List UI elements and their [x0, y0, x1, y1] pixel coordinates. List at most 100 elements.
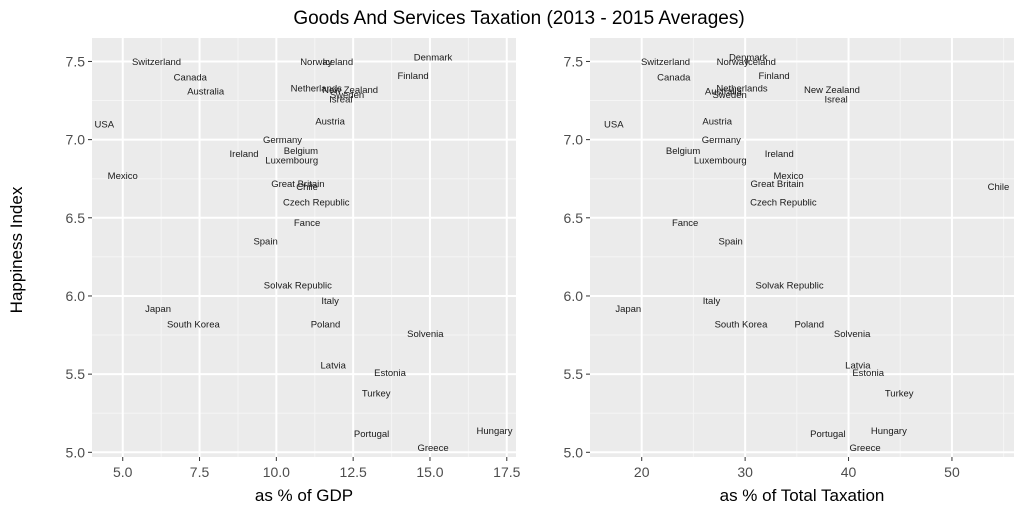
y-tick-label: 6.5	[564, 210, 584, 226]
point-label: Canada	[174, 73, 208, 84]
point-label: Chile	[988, 182, 1010, 193]
y-tick-label: 5.0	[66, 444, 86, 460]
point-label: Iceland	[745, 57, 776, 68]
point-label: Austria	[315, 116, 345, 127]
point-label: Germany	[702, 135, 741, 146]
point-label: Turkey	[362, 388, 391, 399]
point-label: Japan	[145, 304, 171, 315]
y-tick-label: 7.5	[564, 53, 584, 69]
point-label: Belgium	[666, 146, 700, 157]
point-label: Greece	[417, 443, 448, 454]
point-label: Iceland	[322, 57, 353, 68]
point-label: Chile	[296, 182, 318, 193]
x-axis-title: as % of GDP	[255, 486, 353, 505]
point-label: USA	[95, 119, 115, 130]
point-label: Netherlands	[291, 84, 342, 95]
point-label: Turkey	[885, 388, 914, 399]
point-label: Solvak Republic	[264, 281, 332, 292]
point-label: Finland	[397, 71, 428, 82]
point-label: Australia	[705, 87, 743, 98]
point-label: Great Britain	[751, 179, 804, 190]
point-label: New Zealand	[322, 85, 378, 96]
y-tick-label: 7.0	[564, 132, 584, 148]
point-label: Solvenia	[407, 329, 444, 340]
point-label: Poland	[311, 320, 341, 331]
point-label: Australia	[187, 87, 225, 98]
point-label: Spain	[718, 237, 742, 248]
point-label: Spain	[253, 237, 277, 248]
y-tick-label: 5.5	[66, 366, 86, 382]
panel-background	[92, 38, 516, 457]
y-tick-label: 6.5	[66, 210, 86, 226]
y-tick-label: 5.5	[564, 366, 584, 382]
point-label: Denmark	[414, 52, 453, 63]
point-label: Portugal	[810, 429, 845, 440]
point-label: Latvia	[845, 360, 871, 371]
x-tick-label: 30	[737, 464, 753, 480]
point-label: South Korea	[167, 320, 221, 331]
point-label: Austria	[702, 116, 732, 127]
point-label: Czech Republic	[283, 198, 350, 209]
x-tick-label: 5.0	[113, 464, 133, 480]
point-label: Fance	[294, 218, 320, 229]
x-tick-label: 15.0	[416, 464, 443, 480]
point-label: Estonia	[374, 368, 406, 379]
point-label: Luxembourg	[265, 155, 318, 166]
point-label: USA	[604, 119, 624, 130]
x-tick-label: 12.5	[340, 464, 367, 480]
point-label: Fance	[672, 218, 698, 229]
point-label: Mexico	[774, 171, 804, 182]
point-label: Greece	[850, 443, 881, 454]
x-axis-title: as % of Total Taxation	[720, 486, 885, 505]
point-label: Belgium	[284, 146, 318, 157]
point-label: Germany	[263, 135, 302, 146]
point-label: New Zealand	[804, 85, 860, 96]
point-label: Latvia	[321, 360, 347, 371]
x-tick-label: 7.5	[190, 464, 210, 480]
panel-gdp: 5.0 7.5 10.0 12.5 15.0 17.5 5.0 5.5 6.0 6.5 7.0 7.5…	[66, 38, 521, 505]
y-tick-label: 5.0	[564, 444, 584, 460]
point-label: Solvenia	[834, 329, 871, 340]
x-tick-label: 10.0	[263, 464, 290, 480]
point-label: Isreal	[329, 94, 352, 105]
point-label: Great Britain	[271, 179, 324, 190]
point-label: Italy	[321, 296, 339, 307]
point-label: Switzerland	[641, 57, 690, 68]
x-tick-label: 40	[841, 464, 857, 480]
point-label: Czech Republic	[750, 198, 817, 209]
panel-total-taxation: 20 30 40 50 5.0 5.5 6.0 6.5 7.0 7.5 Switzerland Can…	[564, 38, 1014, 505]
point-label: Ireland	[230, 149, 259, 160]
point-label: Ireland	[765, 149, 794, 160]
point-label: Isreal	[825, 94, 848, 105]
y-tick-label: 6.0	[66, 288, 86, 304]
point-label: Hungary	[871, 426, 907, 437]
point-label: Portugal	[354, 429, 389, 440]
x-tick-label: 17.5	[493, 464, 520, 480]
point-label: Switzerland	[132, 57, 181, 68]
point-label: Norway	[300, 57, 332, 68]
point-label: Japan	[615, 304, 641, 315]
point-label: Estonia	[852, 368, 884, 379]
point-label: Norway	[717, 57, 749, 68]
chart-title: Goods And Services Taxation (2013 - 2015…	[293, 8, 744, 29]
y-tick-label: 7.0	[66, 132, 86, 148]
y-tick-label: 7.5	[66, 53, 86, 69]
point-label: Mexico	[108, 171, 138, 182]
y-tick-label: 6.0	[564, 288, 584, 304]
point-label: South Korea	[715, 320, 769, 331]
y-axis-title: Happiness Index	[7, 186, 26, 313]
point-label: Italy	[703, 296, 721, 307]
panel-background	[590, 38, 1014, 457]
point-label: Denmark	[729, 52, 768, 63]
point-label: Solvak Republic	[756, 281, 824, 292]
point-label: Hungary	[477, 426, 513, 437]
point-label: Netherlands	[716, 84, 767, 95]
point-label: Poland	[794, 320, 824, 331]
point-label: Luxembourg	[694, 155, 747, 166]
point-label: Sweden	[330, 90, 364, 101]
point-label: Finland	[758, 71, 789, 82]
point-label: Canada	[657, 73, 691, 84]
point-label: Sweden	[712, 90, 746, 101]
x-tick-label: 50	[944, 464, 960, 480]
